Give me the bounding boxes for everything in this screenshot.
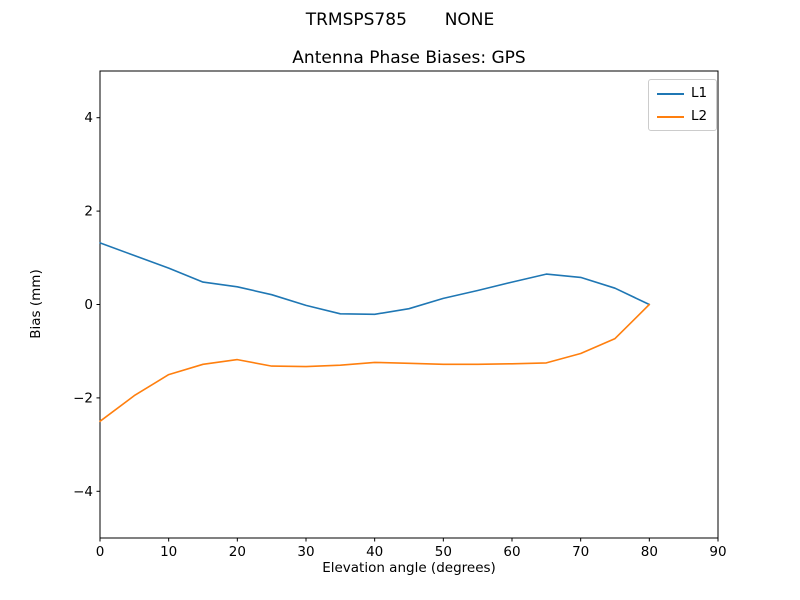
legend-line-swatch xyxy=(657,92,684,95)
y-tick-label: 0 xyxy=(84,297,93,313)
x-tick-label: 70 xyxy=(572,544,589,560)
legend-line-swatch xyxy=(657,115,684,118)
x-tick-label: 10 xyxy=(160,544,177,560)
series-line-l1 xyxy=(99,242,651,316)
x-tick-label: 0 xyxy=(96,544,105,560)
x-tick-label: 30 xyxy=(297,544,314,560)
x-tick-label: 90 xyxy=(709,544,726,560)
legend-label: L2 xyxy=(691,107,708,124)
x-tick-label: 60 xyxy=(503,544,520,560)
axes-frame xyxy=(99,70,719,539)
y-tick-label: −2 xyxy=(73,390,93,406)
legend-item-l1: L1 xyxy=(657,85,707,102)
y-tick-label: 4 xyxy=(84,110,93,126)
legend-item-l2: L2 xyxy=(657,108,707,125)
figure-suptitle: TRMSPS785 NONE xyxy=(305,10,495,30)
y-axis-label: Bias (mm) xyxy=(28,269,44,339)
series-line-l2 xyxy=(99,303,651,423)
y-tick-label: 2 xyxy=(84,204,93,220)
x-axis-label: Elevation angle (degrees) xyxy=(322,560,496,576)
x-tick-label: 80 xyxy=(641,544,658,560)
chart-title: Antenna Phase Biases: GPS xyxy=(292,48,526,68)
y-tick-label: −4 xyxy=(73,484,93,500)
legend-label: L1 xyxy=(691,84,708,101)
x-tick-label: 20 xyxy=(229,544,246,560)
x-tick-label: 40 xyxy=(366,544,383,560)
x-tick-label: 50 xyxy=(435,544,452,560)
legend: L1 L2 xyxy=(648,79,718,131)
